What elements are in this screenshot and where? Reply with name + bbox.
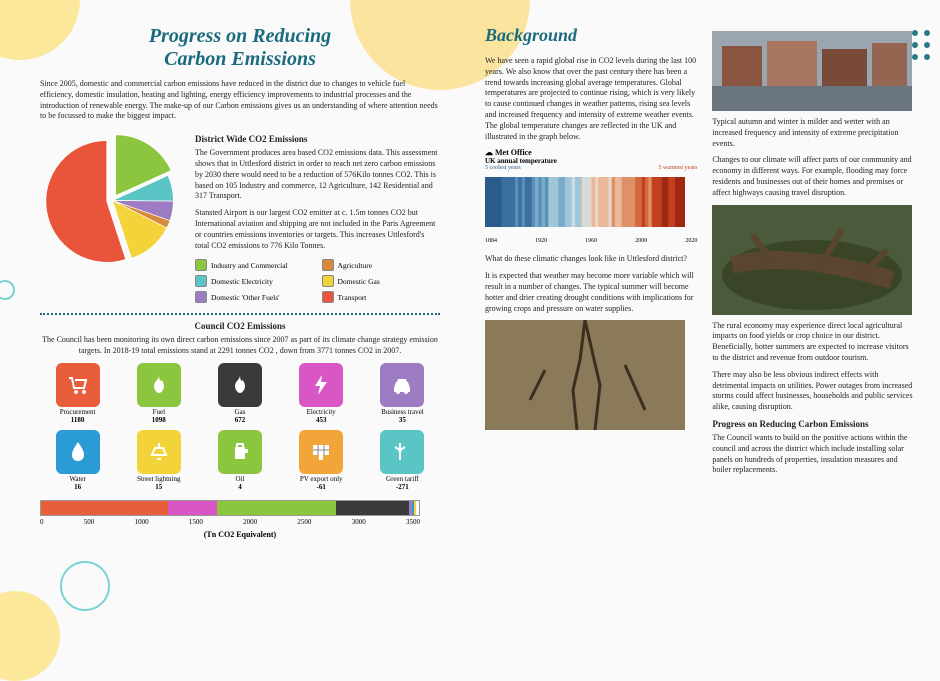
metric-fuel: Fuel1098 <box>121 363 196 424</box>
metric-green-tariff: Green tariff-271 <box>365 430 440 491</box>
bg-b2: Changes to our climate will affect parts… <box>712 155 915 198</box>
divider <box>40 313 440 315</box>
stripes-title: UK annual temperature <box>485 157 697 165</box>
stacked-bar-chart: 0500100015002000250030003500 (Tn CO2 Equ… <box>40 500 440 539</box>
metric-gas: Gas672 <box>202 363 277 424</box>
flood-image <box>712 31 912 111</box>
met-office-label: ☁ Met Office <box>485 148 697 157</box>
legend-item: Industry and Commercial <box>195 259 314 271</box>
bg-b1: Typical autumn and winter is milder and … <box>712 117 915 149</box>
pie-chart <box>40 128 185 303</box>
council-heading: Council CO2 Emissions <box>40 321 440 331</box>
metric-pv-export-only: PV export only-61 <box>284 430 359 491</box>
bg-b3: The rural economy may experience direct … <box>712 321 915 364</box>
legend-item: Domestic 'Other Fuels' <box>195 291 314 303</box>
bg-p3: It is expected that weather may become m… <box>485 271 697 314</box>
council-p1: The Council has been monitoring its own … <box>40 335 440 357</box>
fallen-tree-image <box>712 205 912 315</box>
main-title: Progress on ReducingCarbon Emissions <box>40 25 440 71</box>
bg-b4: There may also be less obvious indirect … <box>712 370 915 413</box>
legend-item: Domestic Gas <box>322 275 441 287</box>
metric-procurement: Procurement1180 <box>40 363 115 424</box>
metric-water: Water16 <box>40 430 115 491</box>
background-title: Background <box>485 25 697 46</box>
bg-subhead: Progress on Reducing Carbon Emissions <box>712 419 915 429</box>
intro-text: Since 2005, domestic and commercial carb… <box>40 79 440 122</box>
right-column: Background We have seen a rapid global r… <box>470 0 940 651</box>
metric-electricity: Electricity453 <box>284 363 359 424</box>
metric-business-travel: Business travel35 <box>365 363 440 424</box>
legend-item: Agriculture <box>322 259 441 271</box>
pie-p2: Stansted Airport is our largest CO2 emit… <box>195 208 440 251</box>
pie-legend: Industry and Commercial Agriculture Domest… <box>195 259 440 303</box>
pie-heading: District Wide CO2 Emissions <box>195 134 440 144</box>
metric-street-lightning: Street lightning15 <box>121 430 196 491</box>
bg-p2: What do these climatic changes look like… <box>485 254 697 265</box>
warming-stripes <box>485 177 685 227</box>
legend-item: Transport <box>322 291 441 303</box>
left-column: Progress on ReducingCarbon Emissions Sin… <box>0 0 470 651</box>
icon-grid: Procurement1180Fuel1098Gas672Electricity… <box>40 363 440 492</box>
bg-b5: The Council wants to build on the positi… <box>712 433 915 476</box>
drought-image <box>485 320 685 430</box>
pie-p1: The Government produces area based CO2 e… <box>195 148 440 202</box>
bg-p1: We have seen a rapid global rise in CO2 … <box>485 56 697 142</box>
metric-oil: Oil4 <box>202 430 277 491</box>
legend-item: Domestic Electricity <box>195 275 314 287</box>
